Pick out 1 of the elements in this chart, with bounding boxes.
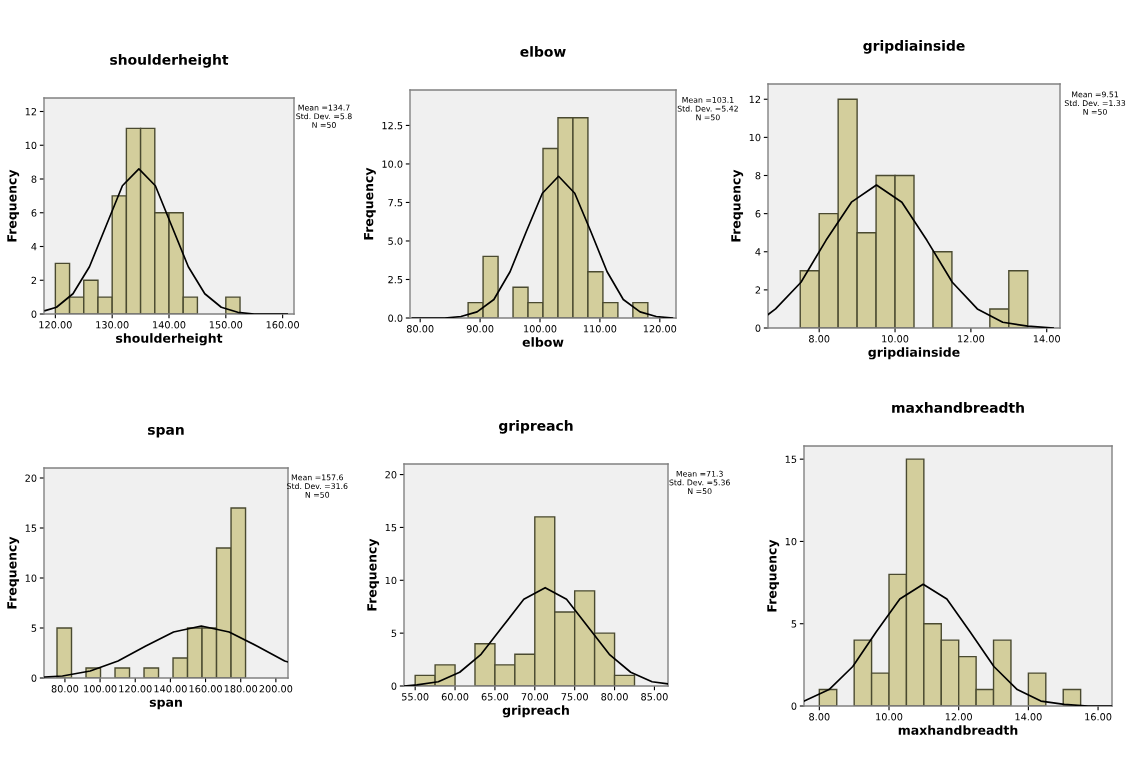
line-series (768, 184, 1055, 328)
